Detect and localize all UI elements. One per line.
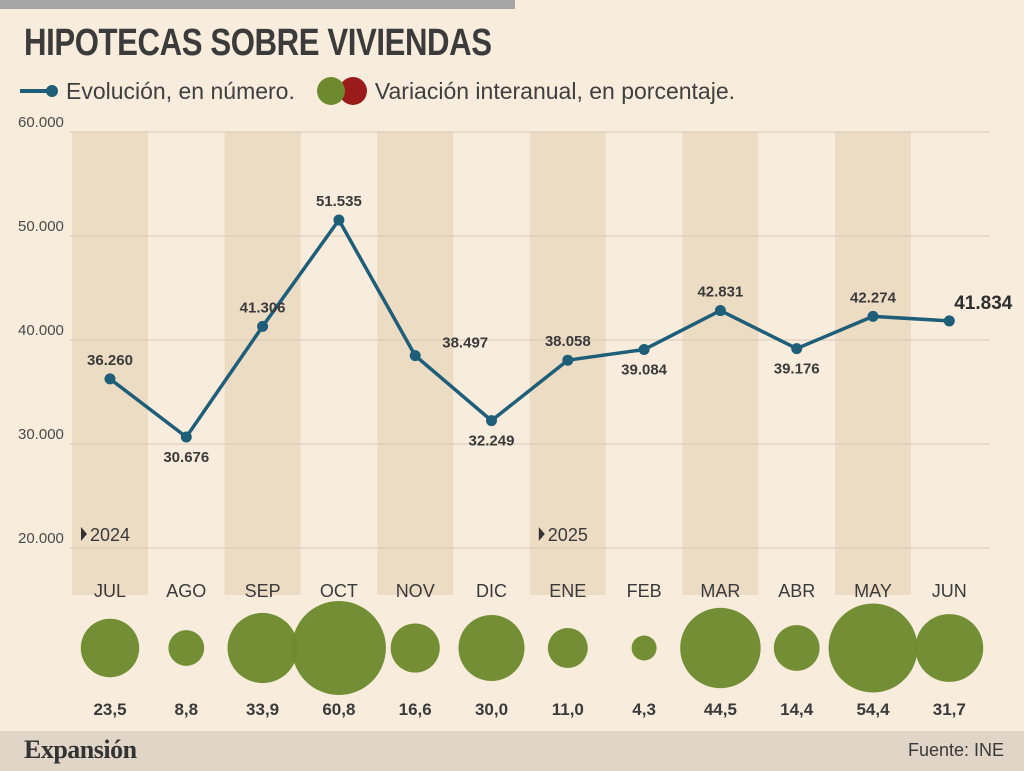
data-point <box>333 214 345 226</box>
data-point <box>714 305 726 317</box>
variation-bubble <box>680 607 761 689</box>
data-label: 36.260 <box>87 352 133 369</box>
variation-label: 4,3 <box>632 700 656 719</box>
variation-label: 14,4 <box>780 700 814 719</box>
variation-label: 30,0 <box>475 700 508 719</box>
category-label: OCT <box>320 581 358 601</box>
variation-label: 31,7 <box>933 700 966 719</box>
variation-label: 54,4 <box>856 700 890 719</box>
data-point <box>486 415 497 427</box>
variation-bubble <box>291 601 386 695</box>
source-note: Fuente: INE <box>907 740 1004 760</box>
column-shade <box>682 132 759 595</box>
data-label: 39.084 <box>621 362 668 379</box>
category-label: ENE <box>549 581 586 601</box>
variation-bubble <box>227 612 298 684</box>
brand-logo: Expansión <box>24 735 137 764</box>
column-shade <box>377 132 454 595</box>
variation-label: 11,0 <box>552 700 584 719</box>
year-marker-label: 2024 <box>90 525 130 545</box>
variation-bubble <box>773 625 820 671</box>
category-label: DIC <box>476 581 507 601</box>
variation-bubble <box>458 614 525 682</box>
variation-bubble <box>547 628 588 668</box>
variation-label: 60,8 <box>322 700 355 719</box>
data-point <box>943 315 955 327</box>
data-point <box>562 354 574 366</box>
data-point <box>867 310 879 322</box>
footer-bar: Expansión Fuente: INE <box>0 731 1024 771</box>
variation-label: 33,9 <box>246 700 279 719</box>
data-point <box>104 373 116 385</box>
legend-positive-circle <box>316 77 345 105</box>
chart-area: 60.000 50.000 40.000 30.000 20.000 2024 2025 36… <box>18 114 1013 719</box>
variation-bubble <box>168 630 205 666</box>
y-tick-label: 30.000 <box>18 426 64 443</box>
legend: Evolución, en número. Variación interanu… <box>20 76 735 106</box>
variation-label: 44,5 <box>704 700 737 719</box>
data-label: 41.306 <box>240 299 286 316</box>
data-label: 32.249 <box>469 433 515 450</box>
data-point <box>180 431 192 443</box>
category-label: AGO <box>166 581 206 601</box>
variation-bubble <box>828 603 918 693</box>
data-label: 41.834 <box>954 293 1013 314</box>
data-label: 30.676 <box>163 449 209 466</box>
category-label: NOV <box>396 581 435 601</box>
legend-line-swatch <box>20 85 58 97</box>
variation-label: 16,6 <box>399 700 432 719</box>
y-tick-label: 40.000 <box>18 322 64 339</box>
category-label: ABR <box>778 581 815 601</box>
data-point <box>791 343 803 355</box>
year-marker-arrow-icon <box>81 527 87 541</box>
category-label: JUN <box>932 581 967 601</box>
data-label: 51.535 <box>316 193 362 210</box>
legend-line-label: Evolución, en número. <box>66 77 295 104</box>
data-point <box>257 320 269 332</box>
y-tick-label: 50.000 <box>18 218 64 235</box>
top-decorative-bar <box>0 0 515 9</box>
data-label: 42.831 <box>697 284 743 301</box>
category-label: MAR <box>700 581 740 601</box>
year-marker-label: 2025 <box>548 525 588 545</box>
column-shade <box>72 132 148 595</box>
category-label: MAY <box>854 581 892 601</box>
variation-bubble <box>80 618 140 678</box>
variation-bubble <box>390 623 440 673</box>
category-label: FEB <box>627 581 662 601</box>
year-marker-arrow-icon <box>538 527 545 541</box>
variation-bubble <box>631 635 657 661</box>
data-point <box>638 344 650 356</box>
data-label: 39.176 <box>774 361 820 378</box>
legend-circle-label: Variación interanual, en porcentaje. <box>374 77 735 104</box>
column-shade <box>835 132 911 595</box>
category-label: JUL <box>94 581 126 601</box>
category-label: SEP <box>245 581 281 601</box>
variation-label: 23,5 <box>93 700 126 719</box>
y-tick-label: 60.000 <box>18 114 64 131</box>
legend-circle-swatch <box>316 76 369 106</box>
data-label: 38.497 <box>442 335 488 352</box>
series-line <box>108 218 950 439</box>
variation-bubble <box>915 614 984 682</box>
variation-label: 8,8 <box>174 700 198 719</box>
data-label: 42.274 <box>850 289 897 306</box>
data-point <box>409 350 421 362</box>
data-label: 38.058 <box>545 333 591 350</box>
y-tick-label: 20.000 <box>18 530 64 547</box>
chart-title: HIPOTECAS SOBRE VIVIENDAS <box>24 22 492 64</box>
